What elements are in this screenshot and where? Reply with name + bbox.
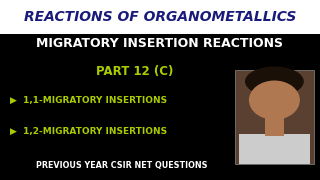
Text: PART 12 (C): PART 12 (C) [96,66,173,78]
Ellipse shape [249,80,300,120]
Bar [265,112,284,136]
Bar [239,134,310,164]
Text: ▶  1,1-MIGRATORY INSERTIONS: ▶ 1,1-MIGRATORY INSERTIONS [10,96,167,105]
Bar [0,0,320,34]
Text: MIGRATORY INSERTION REACTIONS: MIGRATORY INSERTION REACTIONS [36,37,284,50]
Bar [235,70,314,164]
Text: PREVIOUS YEAR CSIR NET QUESTIONS: PREVIOUS YEAR CSIR NET QUESTIONS [36,161,207,170]
Text: ▶  1,2-MIGRATORY INSERTIONS: ▶ 1,2-MIGRATORY INSERTIONS [10,127,167,136]
Text: REACTIONS OF ORGANOMETALLICS: REACTIONS OF ORGANOMETALLICS [24,10,296,24]
Ellipse shape [245,66,304,96]
